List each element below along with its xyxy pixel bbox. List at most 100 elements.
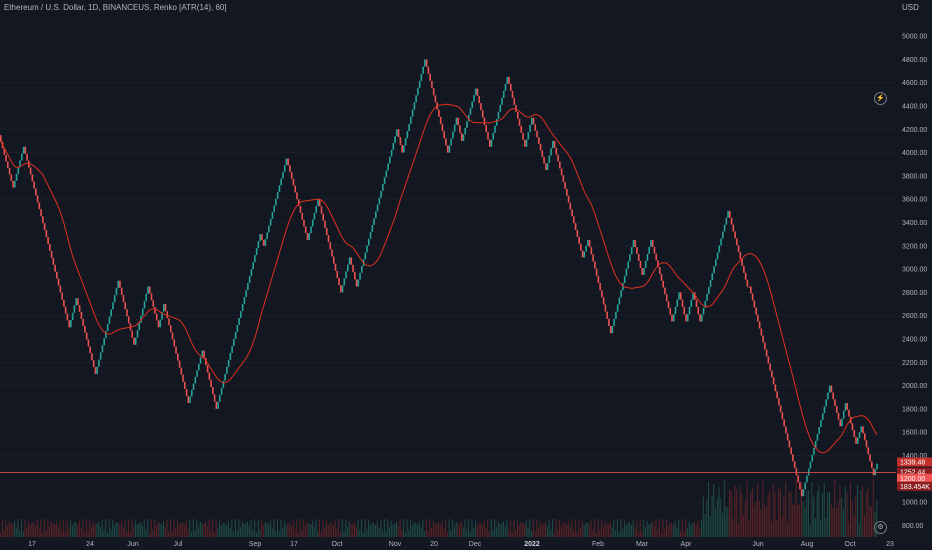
renko-brick bbox=[480, 103, 482, 111]
settings-icon[interactable]: ⚙ bbox=[874, 521, 887, 534]
renko-brick bbox=[45, 230, 48, 238]
volume-bar bbox=[50, 521, 52, 537]
renko-brick bbox=[38, 202, 41, 210]
volume-bar bbox=[820, 519, 822, 537]
volume-bar bbox=[785, 481, 787, 537]
volume-bar bbox=[341, 519, 343, 537]
renko-brick bbox=[119, 280, 121, 288]
volume-bar bbox=[641, 530, 643, 537]
renko-brick bbox=[567, 195, 570, 203]
volume-bar bbox=[515, 529, 517, 537]
volume-bar bbox=[460, 521, 462, 537]
renko-brick bbox=[767, 356, 770, 364]
renko-brick bbox=[85, 332, 88, 340]
renko-brick bbox=[285, 158, 288, 166]
y-axis[interactable]: 5000.00 4800.00 4600.00 4400.00 4200.00 4000.… bbox=[902, 34, 927, 530]
renko-brick bbox=[361, 266, 363, 273]
renko-brick bbox=[434, 95, 437, 103]
volume-bar bbox=[679, 531, 682, 537]
renko-brick bbox=[84, 325, 86, 333]
renko-brick bbox=[686, 314, 689, 322]
volume-bar bbox=[779, 489, 781, 537]
volume-bar bbox=[841, 498, 843, 537]
volume-bar bbox=[339, 532, 342, 537]
renko-brick bbox=[380, 190, 382, 198]
renko-brick bbox=[706, 293, 708, 301]
renko-brick bbox=[553, 140, 556, 148]
renko-brick bbox=[601, 290, 603, 298]
volume-bar bbox=[376, 520, 378, 537]
x-tick-label: Aug bbox=[801, 541, 814, 548]
renko-brick bbox=[685, 314, 687, 322]
renko-brick bbox=[178, 360, 181, 368]
renko-brick bbox=[534, 124, 537, 131]
volume-bar bbox=[814, 518, 816, 537]
renko-brick bbox=[248, 276, 251, 284]
renko-brick bbox=[382, 184, 384, 191]
renko-brick bbox=[504, 83, 507, 91]
auto-scale-icon[interactable]: ⚡ bbox=[874, 92, 887, 105]
volume-bar bbox=[632, 520, 634, 537]
renko-brick bbox=[488, 139, 491, 147]
renko-brick bbox=[35, 188, 37, 196]
renko-brick bbox=[397, 129, 400, 138]
volume-bar bbox=[807, 490, 809, 537]
volume-bar bbox=[148, 532, 151, 537]
volume-bar bbox=[315, 519, 317, 537]
volume-bar bbox=[851, 499, 853, 537]
renko-brick bbox=[255, 248, 258, 256]
renko-brick bbox=[273, 205, 275, 213]
volume-bar bbox=[40, 519, 42, 537]
volume-bar bbox=[502, 521, 505, 537]
volume-bar bbox=[848, 521, 850, 537]
volume-bar bbox=[753, 505, 755, 537]
volume-bar bbox=[587, 522, 589, 537]
volume-bar bbox=[730, 490, 732, 537]
renko-brick bbox=[338, 278, 340, 286]
renko-brick bbox=[573, 216, 575, 224]
renko-brick bbox=[574, 223, 577, 231]
volume-bar bbox=[248, 526, 250, 537]
renko-brick bbox=[765, 349, 768, 357]
volume-bar bbox=[737, 524, 739, 537]
renko-brick bbox=[704, 300, 707, 308]
volume-bar bbox=[732, 518, 734, 537]
volume-bar bbox=[408, 529, 410, 537]
volume-bar bbox=[588, 525, 590, 537]
volume-bar bbox=[622, 528, 624, 537]
renko-brick bbox=[220, 387, 223, 395]
volume-bar bbox=[17, 519, 19, 537]
renko-brick bbox=[257, 241, 260, 249]
volume-bar bbox=[78, 520, 80, 537]
x-axis[interactable]: 17 24 Jun Jul Sep 17 Oct Nov 20 Dec 2022 Feb Mar Apr J… bbox=[28, 541, 894, 548]
renko-brick bbox=[294, 185, 296, 193]
renko-brick bbox=[241, 304, 244, 312]
renko-brick bbox=[522, 132, 524, 140]
volume-bar bbox=[844, 486, 846, 537]
volume-bar bbox=[623, 520, 625, 537]
volume-bar bbox=[75, 522, 77, 537]
volume-bar bbox=[396, 521, 398, 537]
renko-brick bbox=[664, 287, 666, 295]
volume-bar bbox=[234, 519, 236, 537]
renko-brick bbox=[26, 153, 28, 161]
renko-brick bbox=[678, 292, 680, 300]
volume-bar bbox=[564, 523, 566, 537]
renko-brick bbox=[64, 306, 67, 314]
volume-bar bbox=[485, 528, 487, 537]
volume-bar bbox=[643, 519, 645, 537]
renko-brick bbox=[268, 225, 270, 233]
volume-bar bbox=[601, 519, 603, 537]
renko-brick bbox=[40, 209, 42, 217]
volume-bar bbox=[134, 520, 136, 537]
renko-brick bbox=[660, 273, 663, 281]
renko-brick bbox=[464, 127, 466, 135]
renko-brick bbox=[418, 80, 421, 89]
renko-brick bbox=[213, 394, 216, 402]
renko-brick bbox=[169, 325, 172, 333]
renko-brick bbox=[757, 314, 759, 322]
volume-bar bbox=[480, 522, 482, 537]
volume-bar bbox=[366, 528, 368, 537]
renko-brick bbox=[12, 181, 14, 188]
